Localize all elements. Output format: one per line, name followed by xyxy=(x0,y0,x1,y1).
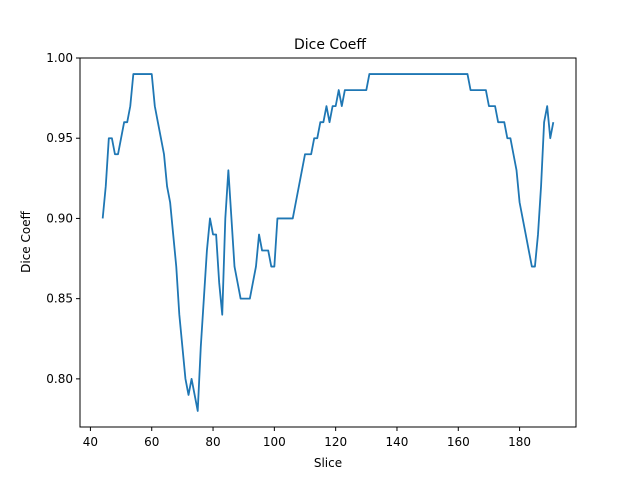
x-tick-label: 140 xyxy=(386,435,409,449)
x-tick-label: 100 xyxy=(263,435,286,449)
y-tick-label: 0.80 xyxy=(46,372,73,386)
series-layer xyxy=(101,73,555,412)
x-tick-label: 40 xyxy=(83,435,98,449)
y-axis-label: Dice Coeff xyxy=(19,210,33,272)
plot-frame xyxy=(79,57,577,428)
y-tick-label: 0.85 xyxy=(46,292,73,306)
chart-title: Dice Coeff xyxy=(294,37,366,53)
x-tick-label: 60 xyxy=(144,435,159,449)
plot-area xyxy=(80,58,576,427)
series-line-0 xyxy=(101,73,555,412)
plot-background xyxy=(80,58,576,427)
y-tick-label: 1.00 xyxy=(46,51,73,65)
x-axis-label: Slice xyxy=(314,456,342,470)
x-tick-label: 80 xyxy=(205,435,220,449)
x-tick-label: 160 xyxy=(447,435,470,449)
y-tick-label: 0.95 xyxy=(46,131,73,145)
x-axis: 40 60 80 100 120 140 160 180 xyxy=(83,427,531,449)
x-tick-label: 180 xyxy=(508,435,531,449)
y-axis: 0.80 0.85 0.90 0.95 1.00 xyxy=(46,51,80,386)
y-tick-label: 0.90 xyxy=(46,211,73,225)
x-tick-label: 120 xyxy=(324,435,347,449)
